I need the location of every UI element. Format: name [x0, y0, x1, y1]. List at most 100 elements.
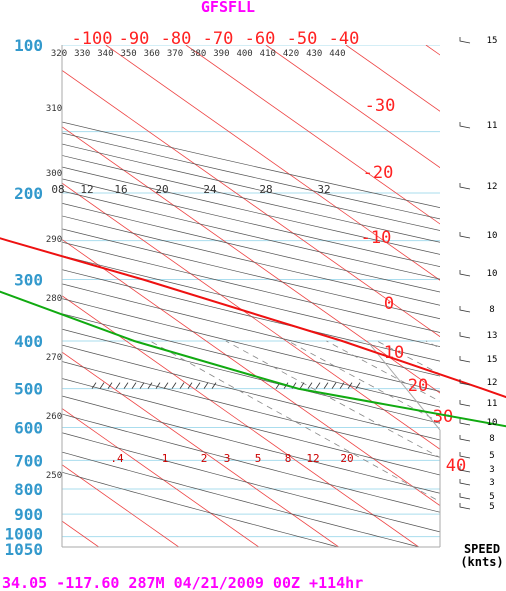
- dry-adiabat: [62, 269, 440, 362]
- hatch-mark: [163, 382, 169, 389]
- wind-speed-label: 8: [489, 305, 494, 315]
- mixing-ratio-label-upper: 08: [51, 183, 64, 196]
- dry-adiabat: [62, 413, 440, 513]
- mixing-ratio-label-lower: 5: [255, 452, 262, 465]
- isotherm: [265, 45, 440, 169]
- wind-speed-label: 15: [487, 355, 498, 365]
- pressure-tick-label: 900: [14, 505, 43, 524]
- hatch-mark: [315, 382, 321, 389]
- hatch-mark: [179, 382, 185, 389]
- wind-speed-label: 11: [487, 121, 498, 131]
- theta-label: 360: [144, 49, 160, 59]
- temperature-profile-line: [0, 237, 506, 399]
- theta-label: 410: [260, 49, 276, 59]
- temp-tick-right: -10: [361, 228, 392, 248]
- theta-label: 440: [329, 49, 345, 59]
- wind-barb: [459, 479, 471, 486]
- pressure-tick-label: 1000: [4, 525, 43, 544]
- mixing-ratio-label-lower: 12: [306, 452, 319, 465]
- theta-label: 430: [306, 49, 322, 59]
- wind-speed-label: 12: [487, 378, 498, 388]
- wind-barb: [459, 503, 471, 510]
- temp-tick-top: -70: [203, 29, 234, 49]
- wind-barb: [459, 400, 471, 407]
- theta-labels: 320 330 340 350 360 370 380 390 400 410 420 430 4403…: [46, 49, 346, 481]
- wind-speed-label: 3: [489, 478, 494, 488]
- theta-left-label: 300: [46, 169, 62, 179]
- dry-adiabat: [62, 471, 339, 547]
- frame-right: [367, 341, 441, 431]
- isotherm: [62, 295, 419, 547]
- theta-label: 320: [51, 49, 67, 59]
- wind-barb: [459, 452, 471, 459]
- wind-barb: [459, 183, 471, 190]
- theta-label: 350: [120, 49, 136, 59]
- wind-barb: [459, 37, 471, 44]
- speed-label: SPEED: [464, 542, 500, 556]
- wind-barb: [459, 270, 471, 277]
- wind-speed-label: 5: [489, 502, 494, 512]
- mixing-ratio-label-upper: 20: [155, 183, 168, 196]
- isotherm: [185, 45, 440, 225]
- dry-adiabat: [62, 215, 440, 306]
- wind-speed-label: 5: [489, 492, 494, 502]
- mixing-ratio-line: [425, 340, 440, 349]
- isotherm: [62, 126, 440, 394]
- hatch-mark: [307, 382, 313, 389]
- dry-adiabat: [62, 451, 420, 547]
- dry-adiabat: [62, 143, 440, 231]
- dry-adiabat: [62, 155, 440, 243]
- hatch-mark: [155, 382, 161, 389]
- theta-label: 400: [236, 49, 252, 59]
- wind-speed-label: 8: [489, 434, 494, 444]
- hatch-mark: [195, 382, 201, 389]
- wind-barb: [459, 419, 471, 426]
- hatch-mark: [323, 382, 329, 389]
- dry-adiabat: [62, 283, 440, 377]
- wind-barb: [459, 435, 471, 442]
- hatch-mark: [131, 382, 137, 389]
- hatch-mark: [91, 382, 97, 389]
- wind-speed-label: 13: [487, 331, 498, 341]
- mixing-ratio-label-upper: 16: [114, 183, 127, 196]
- mixing-ratio-line: [225, 340, 440, 458]
- chart-title: GFSFLL: [201, 0, 255, 16]
- hatch-mark: [171, 382, 177, 389]
- temp-tick-right: 30: [433, 407, 453, 427]
- temp-tick-right: 0: [384, 294, 394, 314]
- pressure-tick-label: 500: [14, 380, 43, 399]
- wind-barb: [459, 466, 471, 473]
- wind-barb: [459, 379, 471, 386]
- mixing-ratio-label-lower: 2: [201, 452, 208, 465]
- hatch-mark: [115, 382, 121, 389]
- mixing-ratio-label-lower: 20: [340, 452, 353, 465]
- mixing-ratio-label-lower: 1: [162, 452, 169, 465]
- dry-adiabat: [62, 132, 440, 220]
- hatch-mark: [299, 382, 305, 389]
- wind-speed-label: 5: [489, 451, 494, 461]
- wind-barb: [459, 232, 471, 239]
- theta-label: 370: [167, 49, 183, 59]
- wind-barb: [459, 493, 471, 500]
- mixing-ratio-label-lower: 8: [285, 452, 292, 465]
- hatch-mark: [147, 382, 153, 389]
- dry-adiabat: [62, 121, 440, 208]
- pressure-tick-label: 300: [14, 271, 43, 290]
- hatch-mark: [331, 382, 337, 389]
- theta-left-label: 270: [46, 353, 62, 363]
- temp-tick-right: 20: [408, 376, 428, 396]
- pressure-tick-label: 200: [14, 184, 43, 203]
- pressure-tick-label: 800: [14, 480, 43, 499]
- pressure-tick-label: 600: [14, 419, 43, 438]
- mixing-ratio-labels: 08 12 16 20 24 28 32.4 1 2 3 5 8 12 20: [51, 183, 353, 465]
- pressure-tick-label: 100: [14, 36, 43, 55]
- dry-adiabat: [62, 344, 440, 441]
- mixing-ratio-line: [376, 340, 440, 375]
- pressure-tick-label: 400: [14, 332, 43, 351]
- hatch-mark: [211, 382, 217, 389]
- dewpoint-profile-line: [0, 290, 506, 428]
- hatch-mark: [347, 382, 353, 389]
- theta-label: 340: [97, 49, 113, 59]
